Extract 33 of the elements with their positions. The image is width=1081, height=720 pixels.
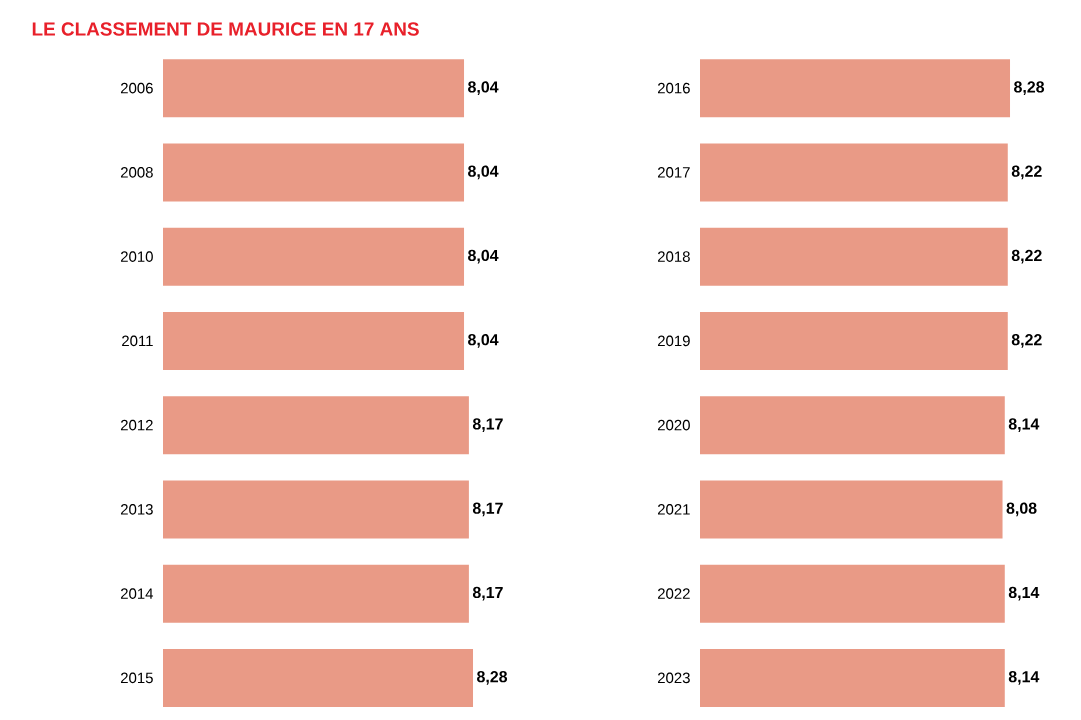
y-tick-label: 2006 — [120, 82, 153, 94]
y-tick-label: 2016 — [657, 82, 690, 94]
data-label: 8,04 — [468, 334, 499, 348]
data-label: 8,17 — [472, 502, 503, 517]
y-tick-label: 2011 — [122, 335, 153, 347]
data-label: 8,14 — [1008, 671, 1040, 685]
y-tick-label: 2020 — [657, 419, 690, 431]
data-label: 8,17 — [472, 586, 503, 601]
data-label: 8,17 — [472, 418, 503, 432]
data-label: 8,28 — [477, 671, 508, 685]
chart-title: LE CLASSEMENT DE MAURICE EN 17 ANS — [32, 22, 419, 36]
y-tick-label: 2008 — [120, 167, 153, 178]
y-tick-label: 2012 — [120, 419, 153, 431]
data-label: 8,22 — [1011, 165, 1042, 180]
data-label: 8,22 — [1011, 334, 1042, 348]
y-tick-label: 2014 — [120, 588, 154, 599]
y-tick-label: 2019 — [657, 335, 690, 347]
data-label: 8,14 — [1008, 586, 1040, 601]
data-label: 8,28 — [1014, 81, 1045, 95]
data-label: 8,04 — [468, 249, 499, 264]
y-tick-label: 2018 — [657, 251, 690, 262]
y-tick-label: 2013 — [120, 504, 153, 515]
y-tick-label: 2015 — [120, 672, 153, 684]
y-tick-label: 2023 — [657, 672, 690, 684]
data-label: 8,04 — [468, 165, 499, 180]
y-tick-label: 2022 — [657, 588, 690, 599]
data-label: 8,14 — [1008, 418, 1040, 432]
data-label: 8,04 — [468, 81, 499, 95]
data-label: 8,22 — [1011, 249, 1042, 264]
y-tick-label: 2017 — [657, 167, 690, 178]
data-label: 8,08 — [1006, 502, 1037, 517]
y-tick-label: 2021 — [657, 504, 690, 515]
y-tick-label: 2010 — [120, 251, 153, 262]
